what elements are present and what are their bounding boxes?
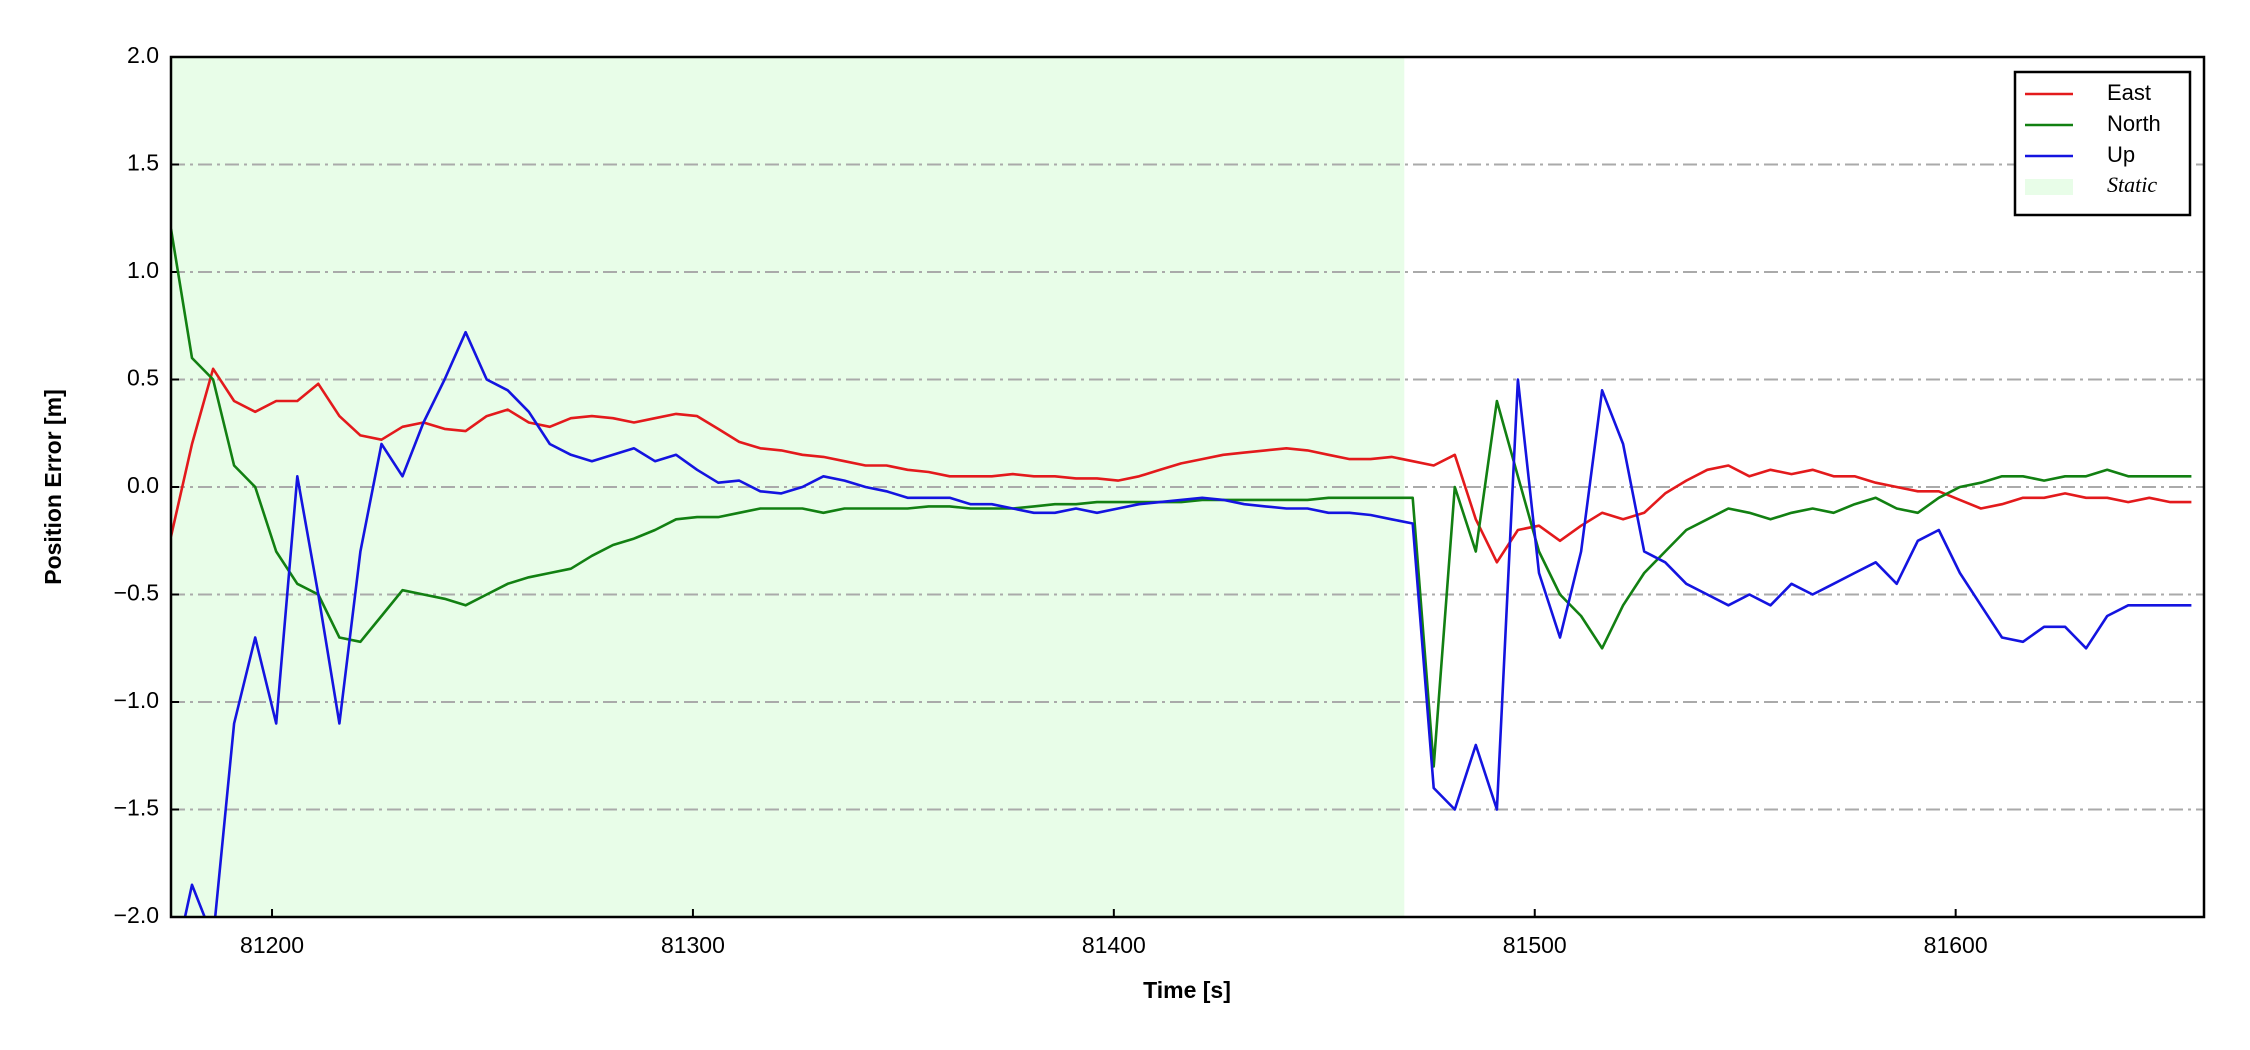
- y-axis-label: Position Error [m]: [40, 389, 66, 585]
- y-tick-label: −1.5: [114, 795, 159, 821]
- y-tick-label: −0.5: [114, 580, 159, 606]
- legend-label: Static: [2107, 172, 2157, 197]
- plot-frame: [169, 55, 2206, 919]
- legend-box: [2013, 70, 2192, 217]
- legend-label: East: [2107, 80, 2151, 105]
- x-tick-label: 81300: [661, 932, 725, 958]
- y-tick-label: 0.5: [127, 365, 159, 391]
- legend-swatch: [2025, 179, 2073, 195]
- x-tick-label: 81500: [1503, 932, 1567, 958]
- x-tick-label: 81400: [1082, 932, 1146, 958]
- series-line: [171, 367, 2192, 564]
- plot-lines: [171, 228, 2192, 917]
- x-tick-label: 81200: [240, 932, 304, 958]
- y-tick-label: −1.0: [114, 687, 159, 713]
- y-tick-label: 0.0: [127, 472, 159, 498]
- y-tick-label: 1.0: [127, 257, 159, 283]
- y-tick-label: 2.0: [127, 42, 159, 68]
- series-line: [171, 228, 2192, 768]
- series-line: [183, 330, 2192, 917]
- y-tick-label: −2.0: [114, 902, 159, 928]
- x-axis-label: Time [s]: [1143, 977, 1231, 1003]
- legend-label: Up: [2107, 142, 2135, 167]
- static-region: [171, 57, 1405, 917]
- legend-label: North: [2107, 111, 2161, 136]
- x-tick-label: 81600: [1924, 932, 1988, 958]
- y-tick-label: 1.5: [127, 150, 159, 176]
